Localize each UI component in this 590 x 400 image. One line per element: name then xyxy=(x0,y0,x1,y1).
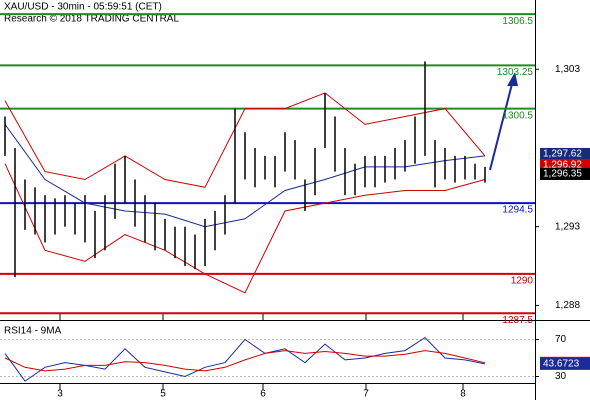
x-tick-label: 3 xyxy=(57,389,63,400)
price-marker xyxy=(540,147,590,160)
y-tick-label: 70 xyxy=(555,334,567,345)
rsi-title: RSI14 - 9MA xyxy=(4,326,62,337)
chart-title: XAU/USD - 30min - 05:59:51 (CET) xyxy=(4,2,162,13)
y-tick-label: 1,303 xyxy=(555,64,580,75)
price-marker-label: 1,296.92 xyxy=(543,160,582,171)
level-label: 1290 xyxy=(511,276,534,287)
x-tick-label: 5 xyxy=(160,389,166,400)
price-marker-label: 43.6723 xyxy=(543,358,580,369)
forecast-arrow xyxy=(489,79,514,171)
level-label: 1287.5 xyxy=(502,315,533,326)
level-label: 1294.5 xyxy=(502,205,533,216)
chart-subtitle: Research © 2018 TRADING CENTRAL xyxy=(4,14,179,25)
series-line xyxy=(4,350,486,372)
price-marker xyxy=(540,357,590,370)
y-tick-label: 1,293 xyxy=(555,221,580,232)
price-marker-label: 1,297.62 xyxy=(543,149,582,160)
level-label: 1306.5 xyxy=(502,16,533,27)
y-tick-label: 30 xyxy=(555,371,567,382)
series-line xyxy=(4,92,486,188)
level-label: 1303.25 xyxy=(497,67,534,78)
level-label: 1300.5 xyxy=(502,110,533,121)
x-tick-label: 8 xyxy=(460,389,466,400)
x-tick-label: 6 xyxy=(260,389,266,400)
price-marker xyxy=(540,167,590,180)
y-tick-label: 1,288 xyxy=(555,300,580,311)
price-marker-label: 1,296.35 xyxy=(543,169,582,180)
forecast-arrowhead xyxy=(507,72,518,86)
x-tick-label: 7 xyxy=(363,389,369,400)
series-line xyxy=(4,163,486,294)
